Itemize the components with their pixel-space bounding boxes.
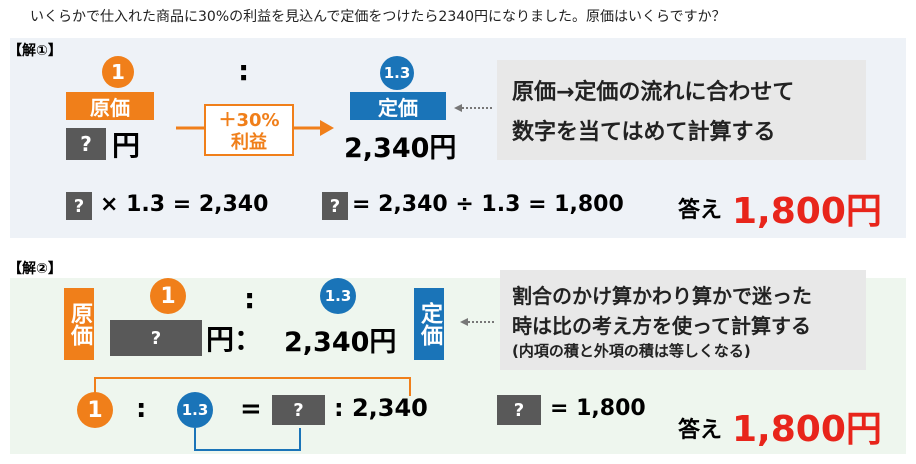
prop-rest: : 2,340 [334,394,428,422]
result-unknown: ? [497,395,541,425]
note-box [497,60,866,160]
eq2-unknown: ? [322,192,348,220]
eq1-unknown: ? [66,192,92,220]
eq2: = 2,340 ÷ 1.3 = 1,800 [352,192,624,217]
price-label: 定価 [414,288,444,360]
prop-unknown: ? [272,395,325,425]
answer: 1,800円 [732,191,882,232]
arrow-bottom: 利益 [231,132,267,153]
prop-b: 1.3 [177,392,213,428]
yen-colon: 円： [206,323,263,356]
question: いくらかで仕入れた商品に30%の利益を見込んで定価をつけたら2340円になりまし… [30,9,726,25]
price-ratio: 1.3 [320,278,356,314]
dotted-arrow [454,104,494,112]
answer: 1,800円 [732,409,882,450]
cost-ratio: 1 [102,56,134,88]
result: = 1,800 [550,396,646,421]
note-box [500,270,866,370]
arrow [176,104,334,156]
price-label: 定価 [350,92,446,120]
yen: 円 [112,129,141,162]
prop-colon: : [136,394,147,424]
answer-label: 答え [678,418,723,443]
price: 2,340円 [284,327,397,358]
arrow-top: ＋30% [218,110,280,131]
section2-label: 【解②】 [8,261,62,277]
eq1: × 1.3 = 2,340 [100,192,269,217]
colon: : [244,282,256,315]
unknown: ? [66,128,106,160]
dotted-arrow [460,318,496,326]
answer-label: 答え [678,198,723,223]
colon: : [238,54,250,87]
note-line: 原価→定価の流れに合わせて [512,80,795,105]
prop-a: 1 [77,392,113,428]
note-line: 割合のかけ算かわり算かで迷った [512,284,812,308]
cost-label: 原価 [66,92,154,120]
price-ratio: 1.3 [380,56,414,90]
unknown: ? [110,320,202,356]
price: 2,340円 [344,133,457,164]
prop-eq: = [240,394,262,424]
cost-label: 原価 [64,288,94,360]
note-line: 時は比の考え方を使って計算する [512,314,811,338]
cost-ratio: 1 [150,278,186,314]
section1-label: 【解①】 [8,43,62,59]
note-line: 数字を当てはめて計算する [512,120,776,145]
note-line: (内項の積と外項の積は等しくなる) [512,342,751,360]
